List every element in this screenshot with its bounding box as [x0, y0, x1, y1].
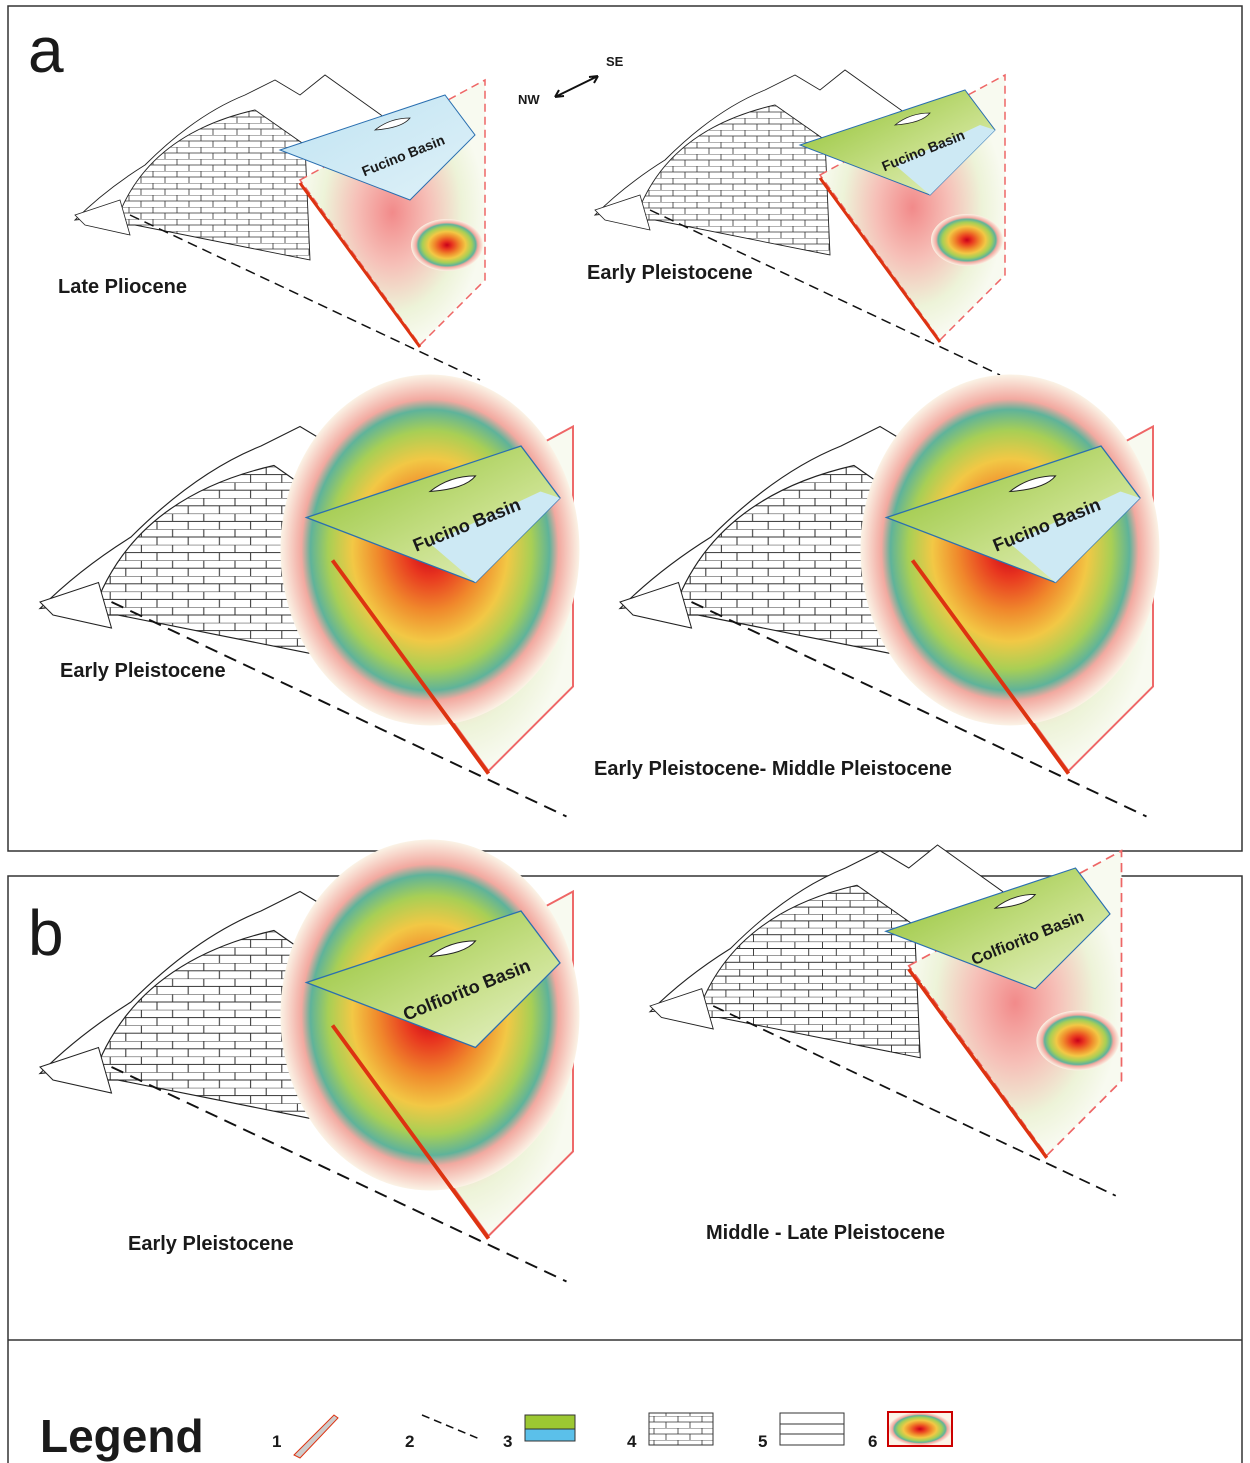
limestone-anticline — [635, 105, 830, 255]
stage-label: Early Pleistocene — [128, 1233, 294, 1255]
figure: a b NW SE Fucino BasinLate PlioceneFucin… — [0, 0, 1250, 1463]
rupture-nucleus — [1036, 1011, 1119, 1071]
rupture-nucleus — [931, 214, 1003, 266]
compass-se: SE — [606, 54, 624, 69]
block-diagram: Colfiorito Basin — [650, 845, 1122, 1196]
legend-symbol — [525, 1415, 575, 1441]
panel-label: b — [28, 897, 64, 969]
compass-nw: NW — [518, 92, 540, 107]
legend-title: Legend — [40, 1410, 204, 1462]
legend-number: 6 — [868, 1432, 877, 1451]
rupture-nucleus — [411, 219, 483, 271]
limestone-anticline — [115, 110, 310, 260]
block-diagram: Colfiorito Basin — [40, 840, 580, 1282]
symbol-rupture — [888, 1412, 952, 1446]
legend-number: 1 — [272, 1432, 281, 1451]
legend-symbol — [780, 1413, 844, 1445]
stage-label: Early Pleistocene — [60, 660, 226, 682]
symbol-sea — [525, 1429, 575, 1441]
compass: NW SE — [518, 54, 624, 107]
legend-symbol — [422, 1415, 482, 1440]
legend-symbol — [649, 1413, 713, 1445]
block-diagram: Fucino Basin — [620, 375, 1160, 817]
panel-label: a — [28, 14, 64, 86]
stage-label: Early Pleistocene- Middle Pleistocene — [594, 758, 952, 780]
legend-number: 4 — [627, 1432, 637, 1451]
block-diagram: Fucino Basin — [75, 75, 485, 380]
symbol-limestone — [649, 1413, 713, 1445]
symbol-flysch — [780, 1413, 844, 1445]
stage-label: Early Pleistocene — [587, 262, 753, 284]
legend-symbol — [294, 1415, 338, 1458]
legend-number: 5 — [758, 1432, 767, 1451]
limestone-anticline — [696, 885, 920, 1058]
block-diagram: Fucino Basin — [595, 70, 1005, 375]
stage-label: Late Pliocene — [58, 276, 187, 298]
symbol-fault — [294, 1415, 338, 1458]
legend-symbol — [888, 1412, 952, 1446]
legend-number: 2 — [405, 1432, 414, 1451]
symbol-plain — [525, 1415, 575, 1429]
stage-label: Middle - Late Pleistocene — [706, 1222, 945, 1244]
legend-number: 3 — [503, 1432, 512, 1451]
block-diagram: Fucino Basin — [40, 375, 580, 817]
symbol-detachment — [422, 1415, 482, 1440]
